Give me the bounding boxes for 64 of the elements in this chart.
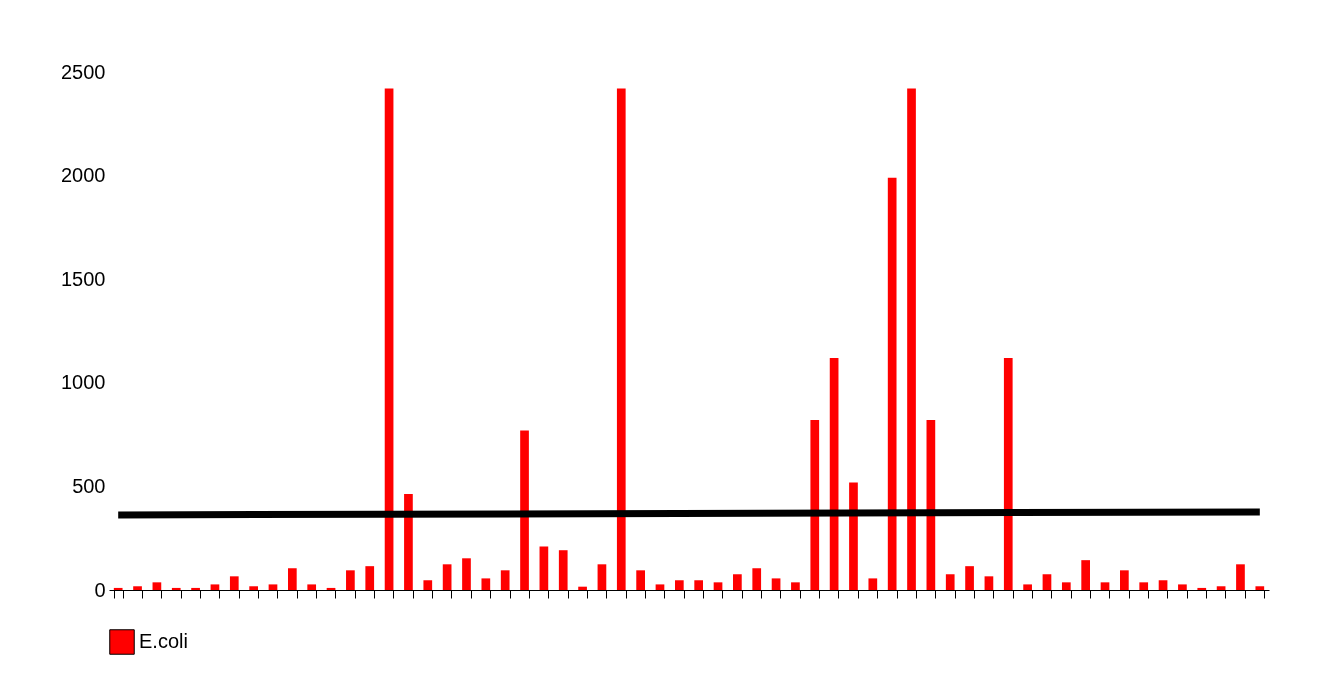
bar [1081, 560, 1091, 590]
bar [1236, 564, 1245, 590]
bar [191, 587, 200, 590]
bar [384, 88, 394, 590]
bar [1139, 582, 1149, 590]
bar [578, 586, 587, 590]
bar [113, 587, 123, 590]
bar [616, 88, 626, 590]
bar [733, 574, 742, 590]
bar [1197, 587, 1207, 590]
bar [1100, 582, 1110, 590]
y-tick-label: 1000 [61, 371, 106, 394]
bar [791, 582, 800, 590]
y-tick-label: 1500 [61, 267, 106, 290]
bar [1158, 580, 1168, 590]
bar [481, 578, 491, 590]
bar [636, 570, 645, 590]
y-tick-label: 0 [94, 578, 106, 601]
bar [520, 430, 529, 590]
bar [1178, 584, 1187, 590]
bar [984, 576, 994, 590]
bar [229, 576, 239, 590]
bar [346, 570, 355, 590]
bar [307, 584, 317, 590]
bar [442, 564, 452, 590]
bar [268, 584, 278, 590]
bar [152, 582, 162, 590]
bar [365, 566, 375, 590]
bar [423, 580, 433, 590]
y-tick-label: 2500 [61, 60, 106, 83]
y-tick-label: 2000 [61, 164, 106, 187]
bar [713, 582, 723, 590]
bar [500, 570, 510, 590]
bar [1216, 586, 1226, 590]
bar [539, 546, 549, 590]
bar [249, 586, 258, 590]
bar [907, 88, 916, 590]
bar [655, 584, 665, 590]
bar [965, 566, 974, 590]
bar [462, 558, 471, 590]
bar [1042, 574, 1052, 590]
bar [133, 586, 142, 590]
bar [210, 584, 220, 590]
bar [752, 568, 762, 590]
bar [287, 568, 297, 590]
bar [1255, 586, 1265, 590]
bar [887, 177, 897, 590]
bar [597, 564, 607, 590]
y-tick-label: 500 [72, 474, 106, 497]
bar [674, 580, 684, 590]
bar [694, 580, 704, 590]
bar [849, 482, 858, 590]
bar [558, 550, 568, 590]
bar [945, 574, 955, 590]
bar [1023, 584, 1032, 590]
bar [1061, 582, 1071, 590]
bar [1120, 570, 1129, 590]
legend-label: E.coli [139, 630, 188, 652]
bar [404, 494, 413, 590]
bar [1003, 357, 1013, 590]
bar [171, 587, 181, 590]
bar [868, 578, 878, 590]
bar [810, 420, 820, 590]
bar [771, 578, 781, 590]
